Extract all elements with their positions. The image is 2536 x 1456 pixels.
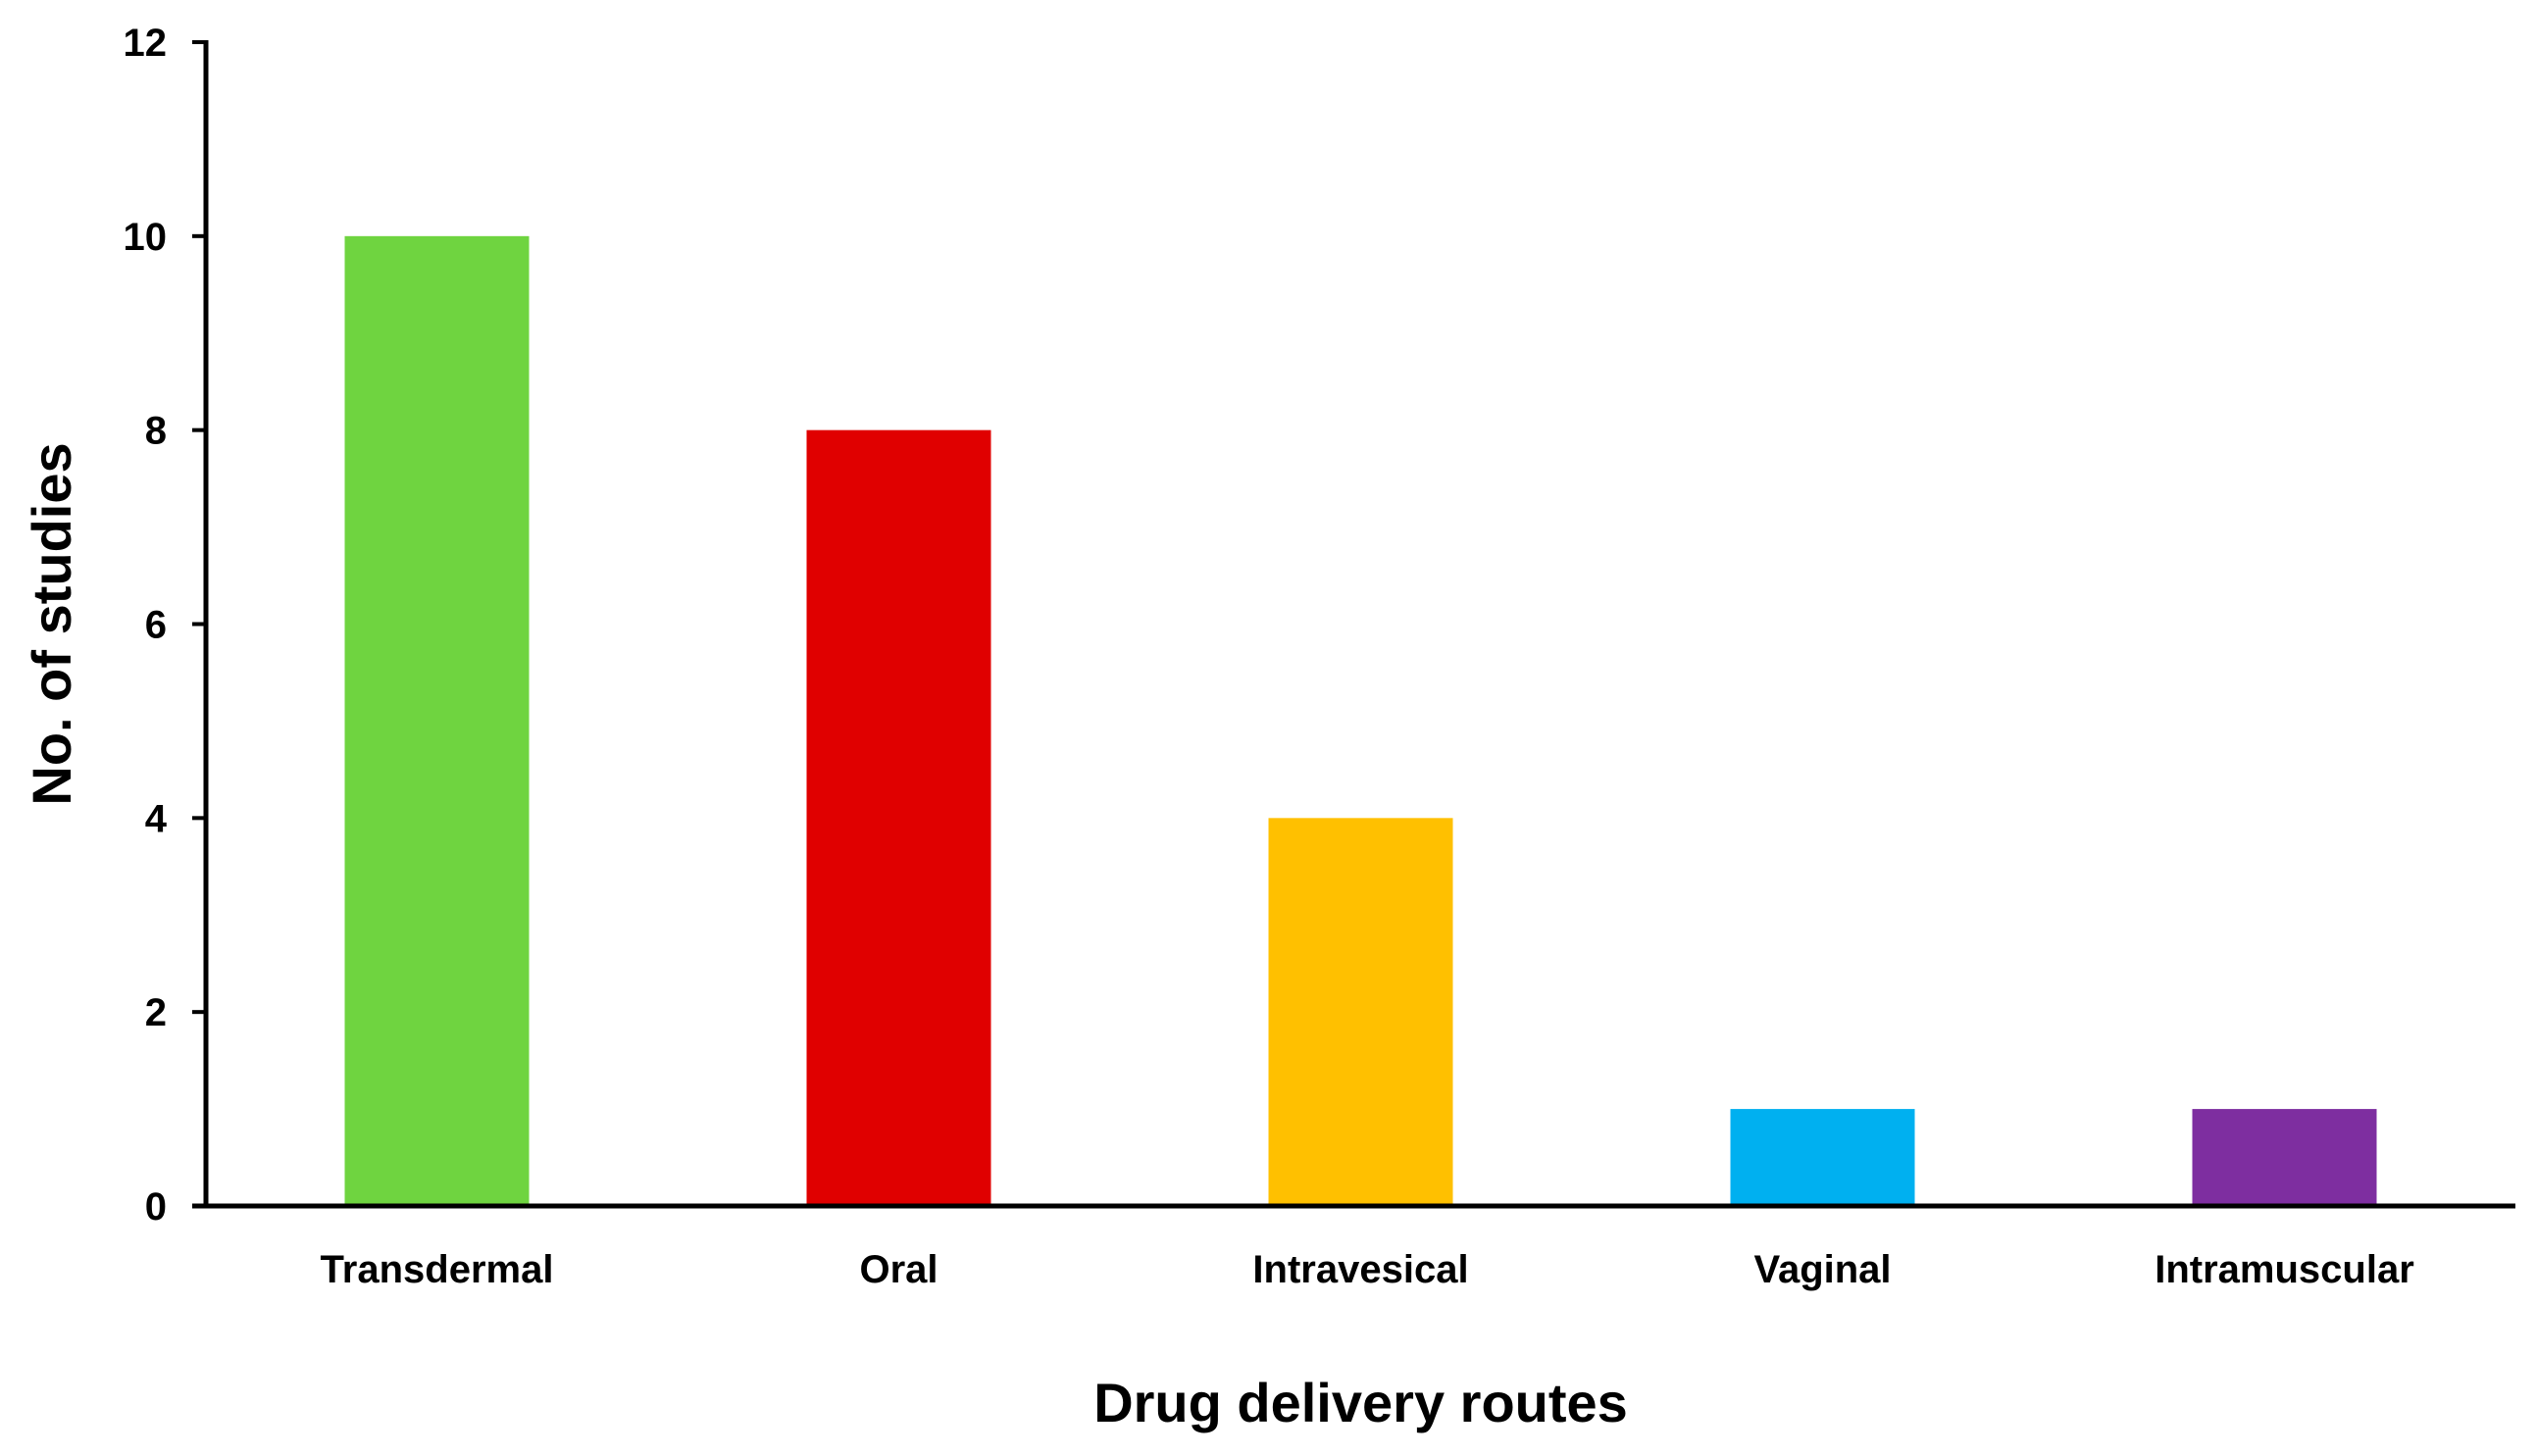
y-tick-label-10: 10 (124, 216, 168, 259)
x-axis-category-labels: Transdermal Oral Intravesical Vaginal Intram… (321, 1248, 2414, 1291)
bar-vaginal (1730, 1109, 1915, 1206)
y-tick-label-0: 0 (145, 1185, 167, 1229)
bars-group (344, 235, 2377, 1207)
y-axis-title: No. of studies (21, 442, 82, 805)
y-tick-label-8: 8 (145, 410, 167, 453)
bar-transdermal (344, 235, 530, 1207)
x-tick-label-vaginal: Vaginal (1753, 1248, 1891, 1291)
y-axis-ticks: 0 2 4 6 8 10 12 (124, 22, 206, 1229)
y-tick-label-6: 6 (145, 604, 167, 647)
x-tick-label-oral: Oral (859, 1248, 938, 1291)
bar-oral (806, 429, 991, 1207)
y-tick-label-2: 2 (145, 991, 167, 1034)
x-tick-label-transdermal: Transdermal (321, 1248, 554, 1291)
x-tick-label-intramuscular: Intramuscular (2155, 1248, 2414, 1291)
bar-intramuscular (2192, 1109, 2377, 1206)
bar-intravesical (1268, 818, 1453, 1206)
x-tick-label-intravesical: Intravesical (1252, 1248, 1468, 1291)
x-axis-title: Drug delivery routes (1093, 1372, 1628, 1433)
y-tick-label-4: 4 (145, 797, 168, 840)
y-tick-label-12: 12 (124, 22, 168, 65)
